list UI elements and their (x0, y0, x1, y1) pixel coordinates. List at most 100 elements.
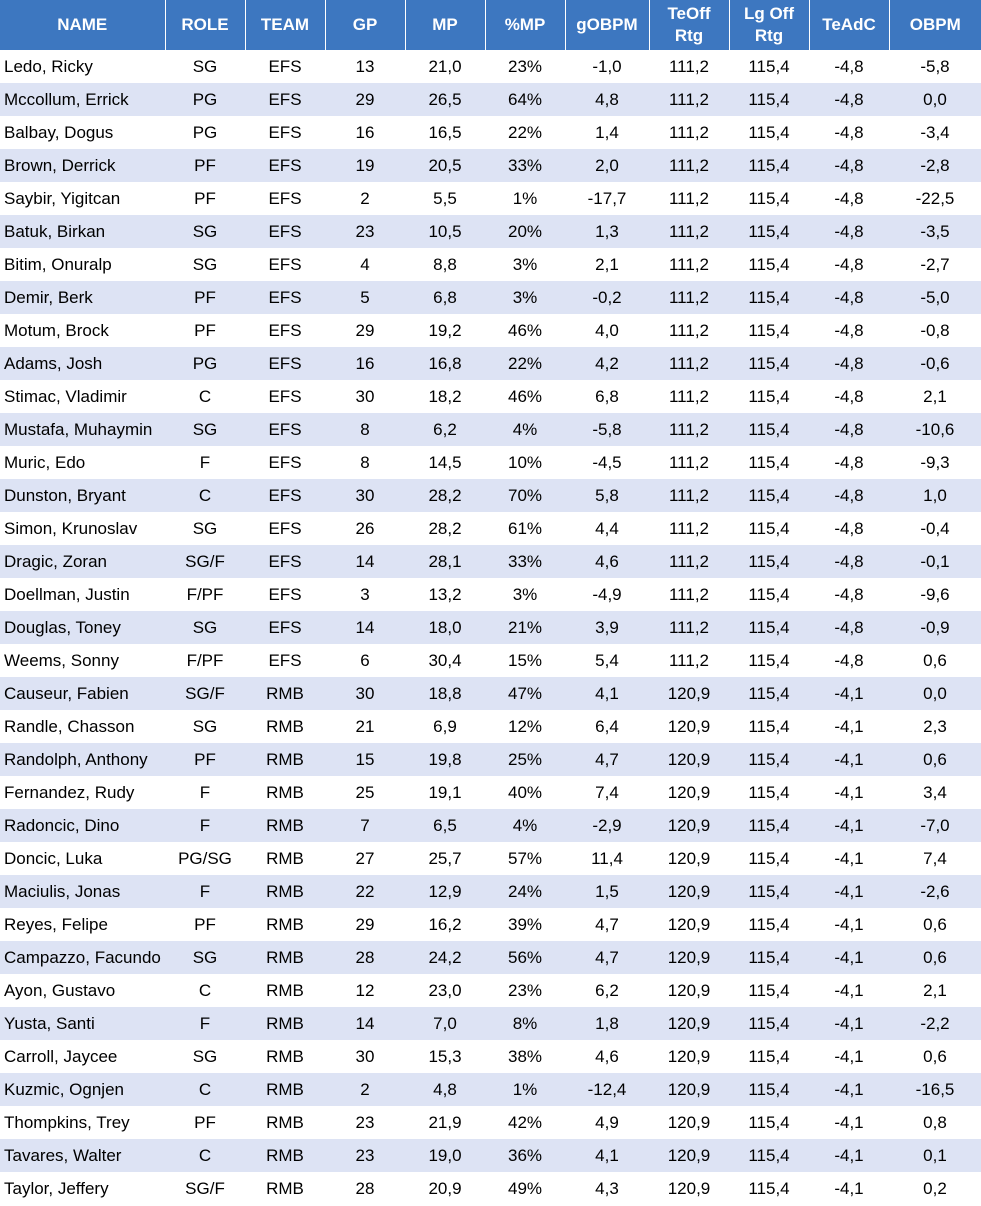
cell-teadc: -4,8 (809, 83, 889, 116)
cell-team: EFS (245, 578, 325, 611)
cell-obpm: 7,4 (889, 842, 981, 875)
cell-obpm: -0,8 (889, 314, 981, 347)
cell-mp: 4,8 (405, 1073, 485, 1106)
cell-gobpm: 5,4 (565, 644, 649, 677)
cell-team: EFS (245, 182, 325, 215)
cell-obpm: -0,1 (889, 545, 981, 578)
cell-league-off-rtg: 115,4 (729, 842, 809, 875)
cell-team-off-rtg: 111,2 (649, 479, 729, 512)
cell-team: RMB (245, 842, 325, 875)
cell-gobpm: 1,4 (565, 116, 649, 149)
cell-mp: 30,4 (405, 644, 485, 677)
cell-role: F (165, 875, 245, 908)
table-row: Bitim, Onuralp SG EFS 4 8,8 3% 2,1 111,2 115,4 -4… (0, 248, 981, 281)
cell-league-off-rtg: 115,4 (729, 1106, 809, 1139)
cell-name: Yusta, Santi (0, 1007, 165, 1040)
cell-gp: 8 (325, 446, 405, 479)
cell-league-off-rtg: 115,4 (729, 1139, 809, 1172)
cell-pct-mp: 57% (485, 842, 565, 875)
cell-obpm: -0,9 (889, 611, 981, 644)
cell-gobpm: 4,0 (565, 314, 649, 347)
cell-teadc: -4,8 (809, 248, 889, 281)
cell-pct-mp: 22% (485, 116, 565, 149)
cell-league-off-rtg: 115,4 (729, 974, 809, 1007)
cell-team-off-rtg: 111,2 (649, 50, 729, 83)
cell-team-off-rtg: 111,2 (649, 380, 729, 413)
cell-team-off-rtg: 111,2 (649, 347, 729, 380)
cell-gobpm: -0,2 (565, 281, 649, 314)
cell-team: EFS (245, 347, 325, 380)
cell-obpm: -9,3 (889, 446, 981, 479)
cell-league-off-rtg: 115,4 (729, 1073, 809, 1106)
cell-gp: 21 (325, 710, 405, 743)
cell-mp: 18,8 (405, 677, 485, 710)
cell-league-off-rtg: 115,4 (729, 116, 809, 149)
cell-role: PF (165, 281, 245, 314)
cell-mp: 28,2 (405, 512, 485, 545)
cell-obpm: -22,5 (889, 182, 981, 215)
cell-team: EFS (245, 545, 325, 578)
cell-name: Dragic, Zoran (0, 545, 165, 578)
cell-role: PF (165, 1106, 245, 1139)
cell-teadc: -4,8 (809, 380, 889, 413)
cell-team: RMB (245, 974, 325, 1007)
cell-gp: 13 (325, 50, 405, 83)
cell-name: Randle, Chasson (0, 710, 165, 743)
cell-mp: 18,2 (405, 380, 485, 413)
column-header-league-off-rtg: Lg Off Rtg (729, 0, 810, 50)
cell-pct-mp: 33% (485, 149, 565, 182)
cell-gp: 30 (325, 380, 405, 413)
cell-obpm: -5,0 (889, 281, 981, 314)
cell-obpm: 0,6 (889, 1040, 981, 1073)
cell-role: PF (165, 908, 245, 941)
cell-gobpm: -1,0 (565, 50, 649, 83)
cell-pct-mp: 1% (485, 182, 565, 215)
cell-pct-mp: 3% (485, 578, 565, 611)
table-row: Ayon, Gustavo C RMB 12 23,0 23% 6,2 120,9 115,4-… (0, 974, 981, 1007)
cell-gp: 28 (325, 1172, 405, 1205)
cell-pct-mp: 3% (485, 248, 565, 281)
cell-team: EFS (245, 281, 325, 314)
cell-teadc: -4,8 (809, 644, 889, 677)
cell-team-off-rtg: 111,2 (649, 578, 729, 611)
cell-pct-mp: 22% (485, 347, 565, 380)
cell-mp: 19,2 (405, 314, 485, 347)
cell-mp: 12,9 (405, 875, 485, 908)
cell-teadc: -4,8 (809, 545, 889, 578)
column-header-team: TEAM (245, 0, 326, 50)
column-header-pct-mp: %MP (485, 0, 566, 50)
cell-team-off-rtg: 120,9 (649, 941, 729, 974)
cell-team-off-rtg: 120,9 (649, 1139, 729, 1172)
table-row: Dunston, Bryant C EFS 30 28,2 70% 5,8 111,2 115,… (0, 479, 981, 512)
table-row: Batuk, Birkan SG EFS 23 10,5 20% 1,3 111,2 115,4… (0, 215, 981, 248)
cell-gobpm: 6,2 (565, 974, 649, 1007)
cell-role: SG/F (165, 1172, 245, 1205)
column-header-gp: GP (325, 0, 406, 50)
cell-gp: 12 (325, 974, 405, 1007)
cell-obpm: -2,7 (889, 248, 981, 281)
cell-mp: 10,5 (405, 215, 485, 248)
cell-mp: 6,8 (405, 281, 485, 314)
table-row: Stimac, Vladimir C EFS 30 18,2 46% 6,8 111,2 115… (0, 380, 981, 413)
cell-team-off-rtg: 111,2 (649, 83, 729, 116)
cell-pct-mp: 23% (485, 50, 565, 83)
cell-pct-mp: 4% (485, 413, 565, 446)
cell-pct-mp: 36% (485, 1139, 565, 1172)
cell-gp: 29 (325, 314, 405, 347)
cell-name: Simon, Krunoslav (0, 512, 165, 545)
cell-gobpm: 3,9 (565, 611, 649, 644)
cell-team: RMB (245, 1007, 325, 1040)
cell-name: Tavares, Walter (0, 1139, 165, 1172)
cell-name: Dunston, Bryant (0, 479, 165, 512)
cell-pct-mp: 70% (485, 479, 565, 512)
cell-gp: 4 (325, 248, 405, 281)
cell-obpm: 0,2 (889, 1172, 981, 1205)
cell-teadc: -4,8 (809, 50, 889, 83)
cell-mp: 19,8 (405, 743, 485, 776)
cell-mp: 21,9 (405, 1106, 485, 1139)
cell-obpm: 2,3 (889, 710, 981, 743)
cell-gp: 22 (325, 875, 405, 908)
cell-gp: 26 (325, 512, 405, 545)
cell-teadc: -4,8 (809, 347, 889, 380)
cell-pct-mp: 25% (485, 743, 565, 776)
